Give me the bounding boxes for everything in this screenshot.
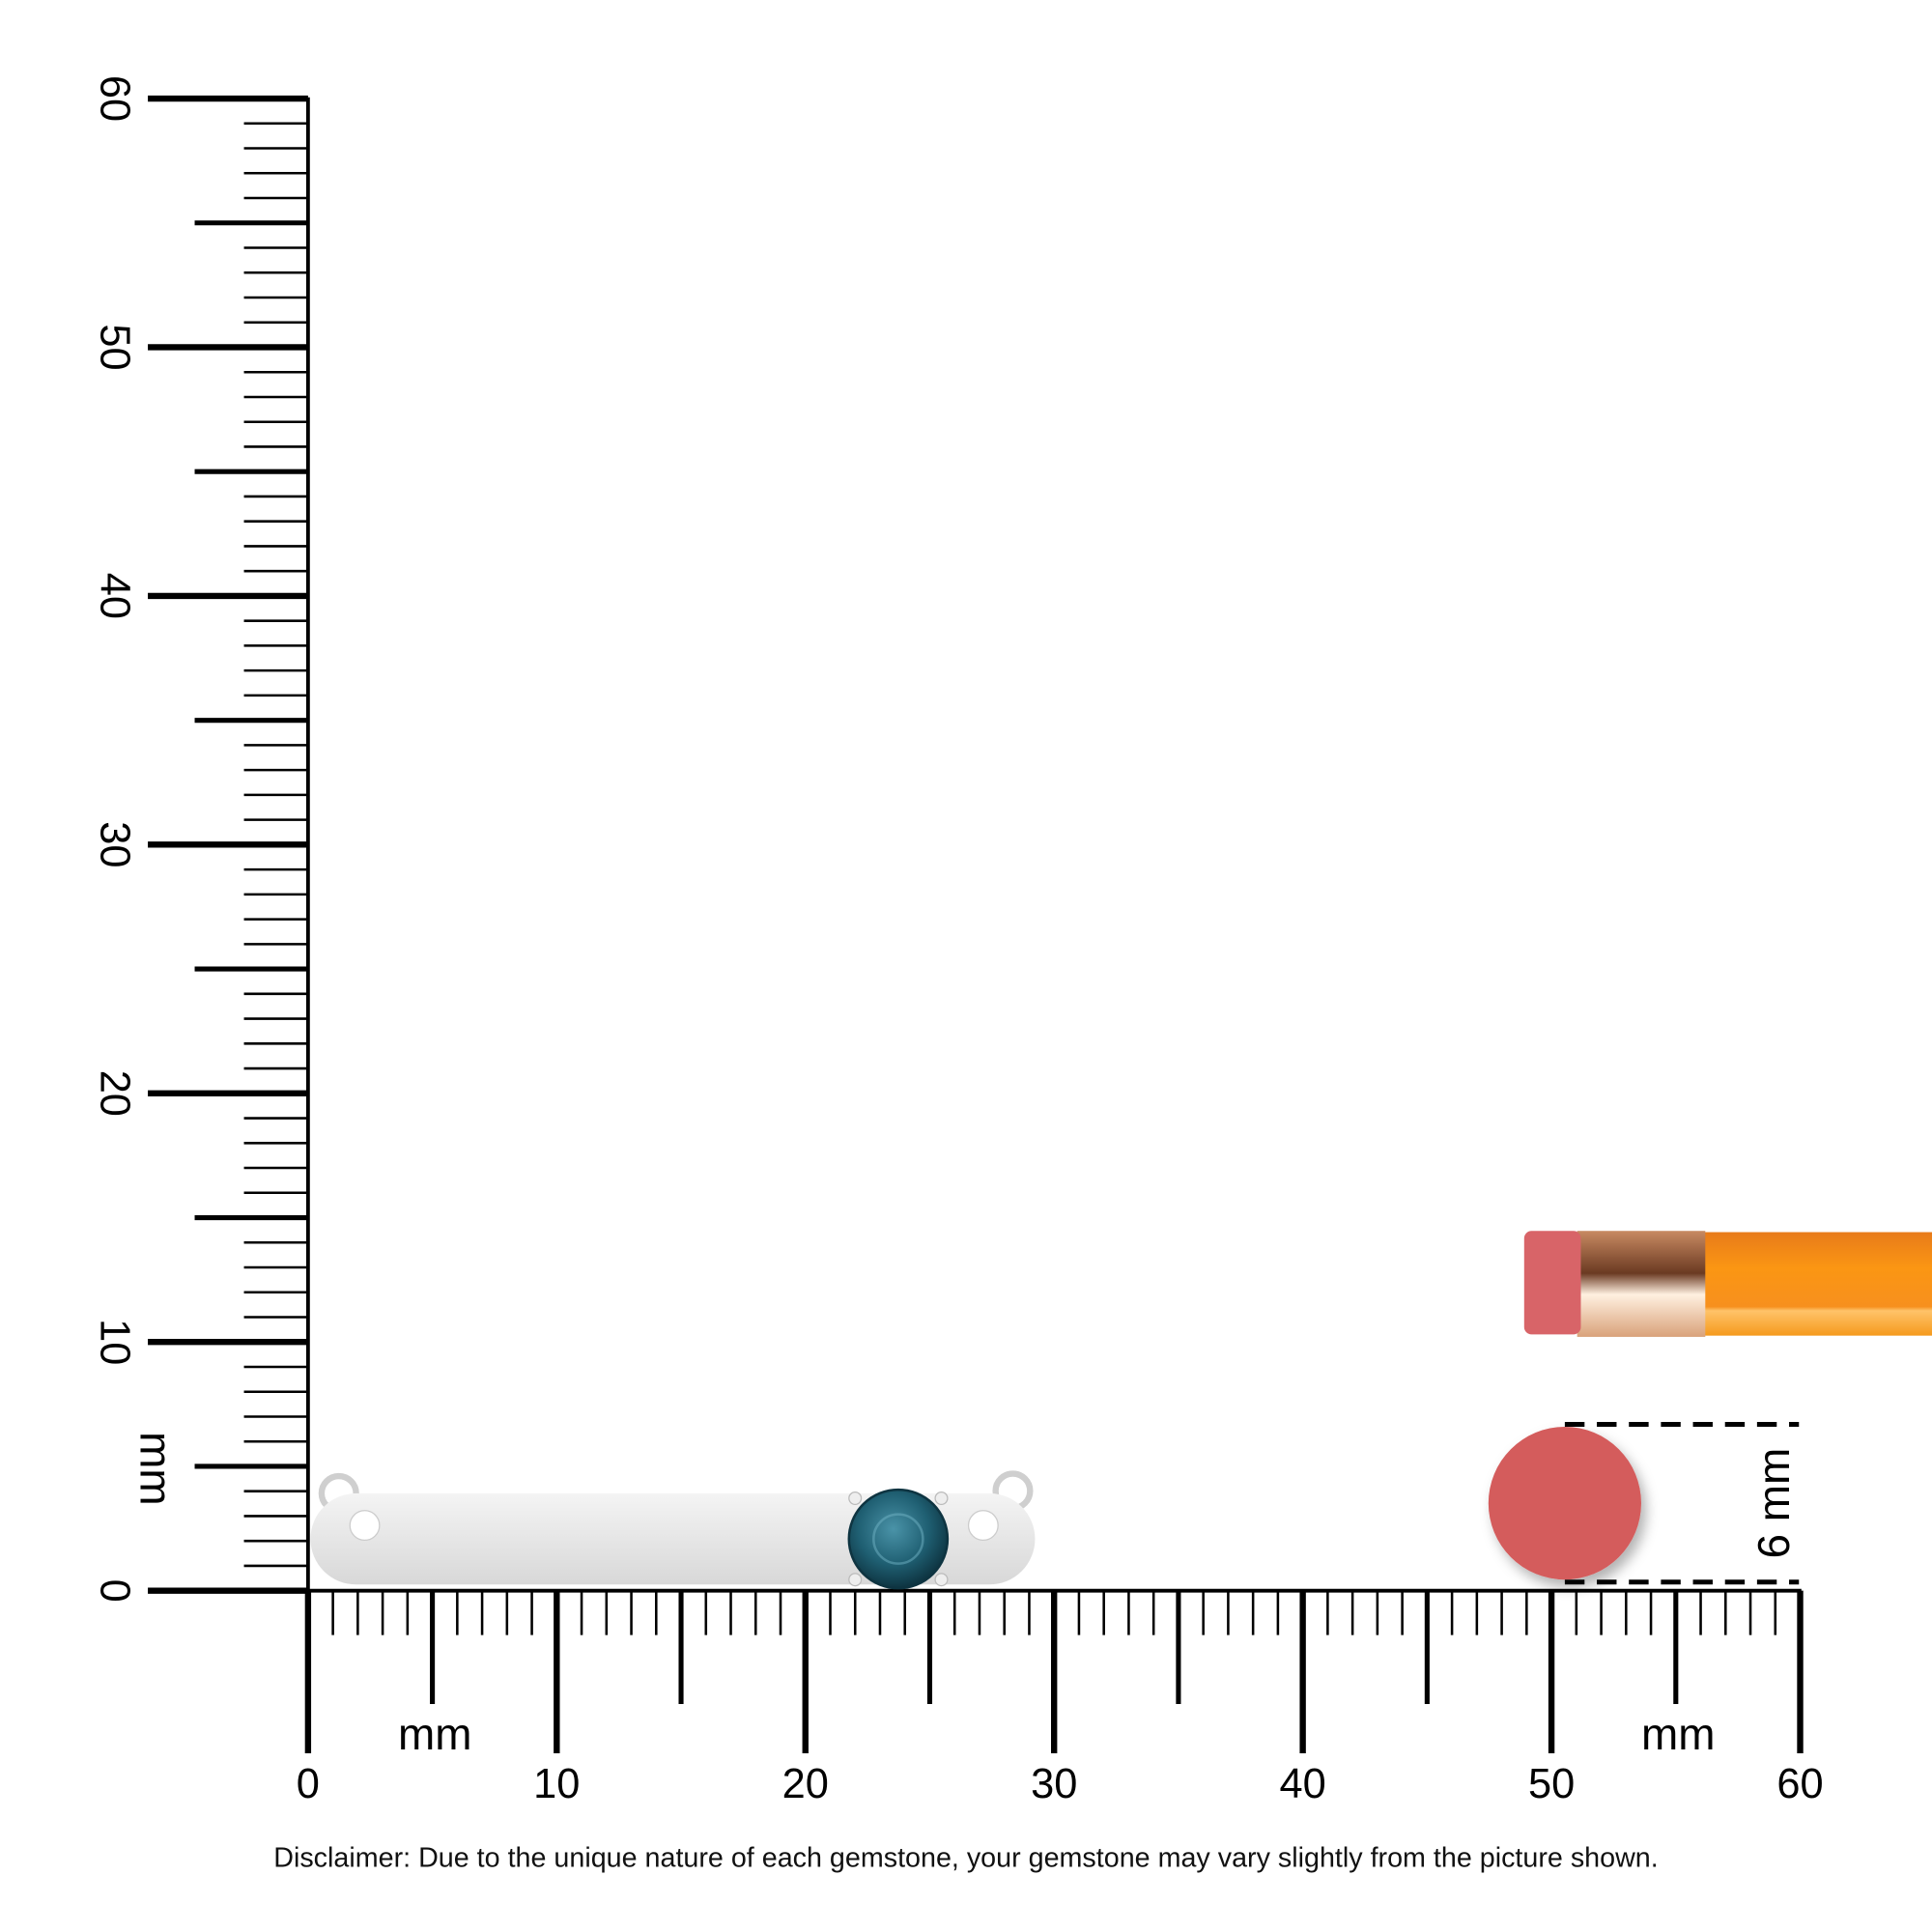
horizontal-tick-label: 60: [1776, 1761, 1823, 1807]
prong: [934, 1492, 949, 1506]
prong: [848, 1573, 863, 1587]
pencil-eraser: [1523, 1231, 1581, 1335]
prong: [934, 1573, 949, 1587]
horizontal-tick-label: 40: [1280, 1761, 1326, 1807]
pencil: [1523, 1231, 1932, 1337]
pencil-body: [1704, 1232, 1932, 1336]
horizontal-tick-label: 20: [782, 1761, 829, 1807]
horizontal-ruler-labels: 0 10 20 30 40 50 60: [297, 1761, 1824, 1807]
disclaimer-text: Disclaimer: Due to the unique nature of …: [273, 1842, 1658, 1873]
ruler-ticks: [148, 95, 1804, 1754]
horizontal-tick-label: 30: [1031, 1761, 1077, 1807]
horizontal-tick-label: 10: [533, 1761, 580, 1807]
vertical-unit-label: mm: [130, 1432, 181, 1505]
horizontal-tick-label: 50: [1528, 1761, 1575, 1807]
vertical-tick-label: 60: [92, 75, 138, 122]
eraser-top-view: [1488, 1427, 1641, 1580]
vertical-tick-label: 40: [92, 573, 138, 619]
horizontal-unit-label-right: mm: [1641, 1709, 1715, 1759]
pencil-ferrule: [1577, 1231, 1706, 1337]
bar-hole-left: [349, 1510, 381, 1542]
bar-hole-right: [967, 1510, 999, 1542]
eraser-size-label: 6 mm: [1748, 1448, 1799, 1559]
horizontal-unit-label-left: mm: [398, 1709, 471, 1759]
bar-necklace: [310, 1470, 1036, 1590]
gemstone: [847, 1488, 950, 1590]
vertical-ruler-labels: 0 10 20 30 40 50 60: [92, 75, 138, 1603]
horizontal-tick-label: 0: [297, 1761, 320, 1807]
vertical-tick-label: 0: [92, 1579, 138, 1603]
vertical-tick-label: 30: [92, 821, 138, 867]
vertical-tick-label: 20: [92, 1070, 138, 1117]
prong: [848, 1492, 863, 1506]
vertical-tick-label: 10: [92, 1319, 138, 1365]
vertical-tick-label: 50: [92, 324, 138, 370]
